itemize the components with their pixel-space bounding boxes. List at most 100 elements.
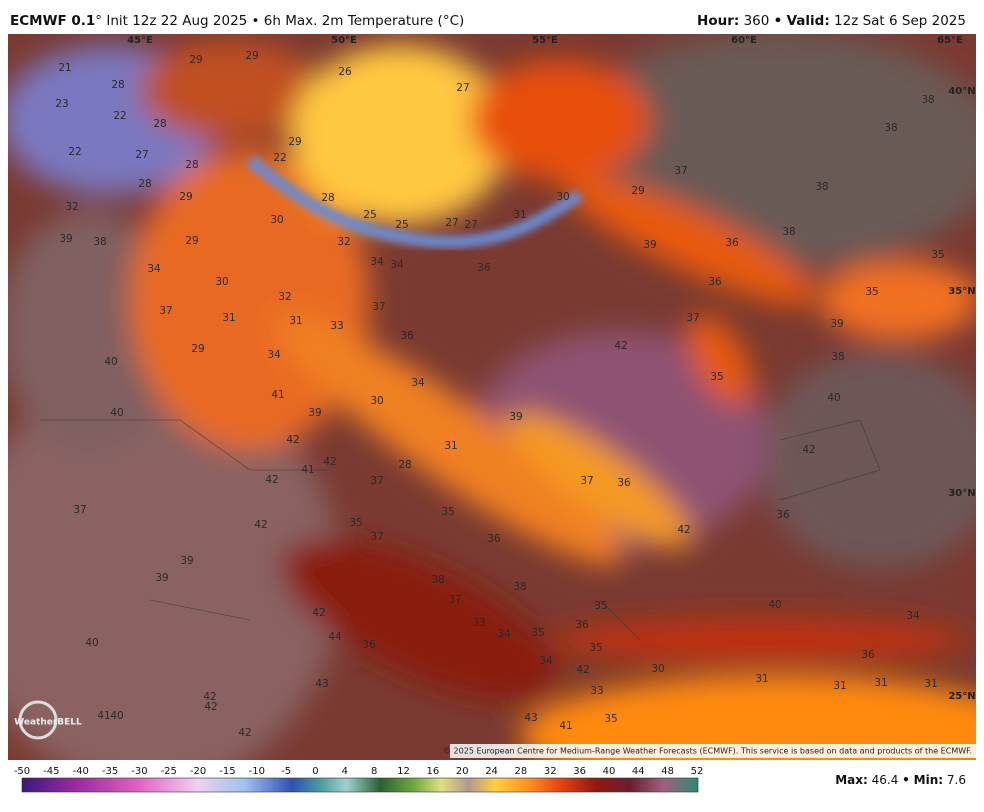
temperature-label: 22 [273,152,286,164]
temperature-label: 37 [370,531,383,543]
temperature-label: 32 [278,291,291,303]
temperature-label: 37 [73,504,86,516]
temperature-label: 42 [265,474,278,486]
temperature-label: 28 [398,459,411,471]
temperature-label: 38 [815,181,828,193]
colorbar-tick-label: 52 [691,766,704,777]
colorbar-tick-label: -45 [43,766,59,777]
temperature-label: 36 [477,262,491,274]
colorbar-tick-label: 36 [573,766,586,777]
temperature-label: 42 [203,691,216,703]
temperature-label: 36 [708,276,722,288]
temperature-label: 39 [308,407,321,419]
max: 46.4 [872,773,899,787]
temperature-label: 29 [179,191,192,203]
temperature-label: 34 [411,377,425,389]
colorbar-tick-label: 28 [515,766,528,777]
temperature-label: 33 [472,617,485,629]
caspian-coast-band [246,155,584,248]
colorbar-tick-label: -50 [14,766,30,777]
temperature-label: 37 [159,305,172,317]
temperature-label: 34 [370,256,384,268]
temperature-label: 25 [395,219,408,231]
colorbar [21,777,699,793]
temperature-label: 34 [906,610,920,622]
colorbar-tick-label: -20 [190,766,206,777]
temperature-label: 37 [372,301,385,313]
header-valid: Hour: 360 • Valid: 12z Sat 6 Sep 2025 [697,13,966,29]
colorbar-tick-label: 16 [427,766,440,777]
temperature-label: 29 [185,235,198,247]
temperature-label: 27 [135,149,148,161]
temperature-label: 31 [874,677,887,689]
temperature-label: 34 [497,628,511,640]
hour-label: Hour: [697,13,739,29]
temperature-label: 42 [576,664,589,676]
colorbar-tick-label: 12 [397,766,410,777]
temperature-label: 38 [921,94,934,106]
title-rest: ° Init 12z 22 Aug 2025 • 6h Max. 2m Temp… [95,13,464,29]
temperature-label: 39 [509,411,522,423]
colorbar-tick-label: 24 [485,766,498,777]
credit: © 2025 European Centre for Medium-Range … [443,747,972,756]
temperature-label: 42 [677,524,690,536]
temperature-label: 39 [155,572,168,584]
credit-box [450,744,976,758]
separator: • [902,773,910,787]
colorbar-tick-label: -10 [249,766,265,777]
temperature-label: 37 [370,475,383,487]
temperature-label: 30 [556,191,569,203]
temperature-label: 31 [444,440,457,452]
temperature-label: 38 [93,236,106,248]
colorbar-tick-label: -35 [102,766,118,777]
logo-mark [18,700,58,740]
temperature-label: 36 [362,639,376,651]
temperature-label: 42 [614,340,627,352]
temperature-label: 28 [153,118,166,130]
separator: • [774,13,783,29]
temperature-label: 30 [370,395,383,407]
temperature-label: 22 [113,110,126,122]
temperature-label: 36 [776,509,790,521]
temperature-label: 37 [580,475,593,487]
temperature-label: 31 [924,678,937,690]
temperature-label: 42 [312,607,325,619]
temperature-label: 31 [755,673,768,685]
temperature-label: 41 [97,710,110,722]
temperature-label: 29 [288,136,301,148]
colorbar-tick-label: 32 [544,766,557,777]
colorbar-ticks: -50 -45 -40 -35 -30 -25 -20 -15 -10 -5 0 4 8 12 16 20 24… [14,766,704,777]
temperature-label: 38 [884,122,897,134]
temperature-label: 36 [487,533,501,545]
colorbar-tick-label: -30 [131,766,147,777]
logo: WeatherBELL [14,718,82,728]
temperature-label: 31 [289,315,302,327]
temperature-label: 31 [222,312,235,324]
colorbar-tick-label: 40 [603,766,616,777]
temperature-label: 29 [245,50,258,62]
colorbar-tick-label: -25 [161,766,177,777]
temperature-label: 34 [539,655,553,667]
temperature-label: 32 [65,201,78,213]
temperature-label: 21 [58,62,71,74]
temperature-label: 38 [782,226,795,238]
temperature-label: 31 [833,680,846,692]
colorbar-tick-label: 4 [342,766,348,777]
header-title: ECMWF 0.1° Init 12z 22 Aug 2025 • 6h Max… [10,13,464,29]
temperature-label: 34 [267,349,281,361]
temperature-label: 42 [802,444,815,456]
temperature-label: 40 [104,356,117,368]
model-name: ECMWF 0.1 [10,13,95,29]
temperature-label: 35 [349,517,362,529]
temperature-label: 40 [110,407,123,419]
temperature-field [8,34,976,760]
colorbar-tick-label: -15 [219,766,235,777]
temperature-label: 41 [559,720,572,732]
temperature-label: 33 [330,320,343,332]
temperature-label: 39 [643,239,656,251]
footer-stats: Max: 46.4 • Min: 7.6 [835,773,966,787]
temperature-label: 28 [185,159,198,171]
temperature-label: 35 [931,249,944,261]
temperature-label: 26 [338,66,352,78]
